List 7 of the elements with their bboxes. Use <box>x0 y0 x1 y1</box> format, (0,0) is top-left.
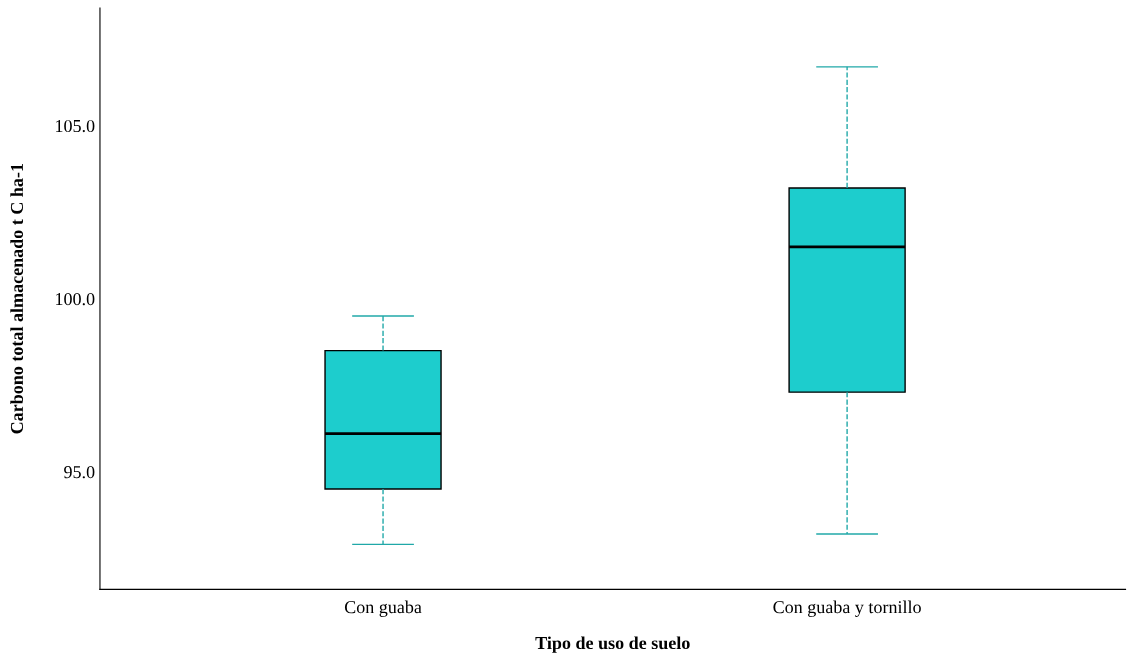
y-tick-label: 105.0 <box>56 119 95 133</box>
y-tick-label: 100.0 <box>56 292 95 306</box>
y-axis-title: Carbono total almacenado t C ha-1 <box>10 163 24 434</box>
x-axis-title: Tipo de uso de suelo <box>535 636 690 653</box>
x-tick-label: Con guaba y tornillo <box>773 600 921 617</box>
y-tick-label: 95.0 <box>64 466 95 479</box>
x-tick-label: Con guaba <box>344 600 422 617</box>
